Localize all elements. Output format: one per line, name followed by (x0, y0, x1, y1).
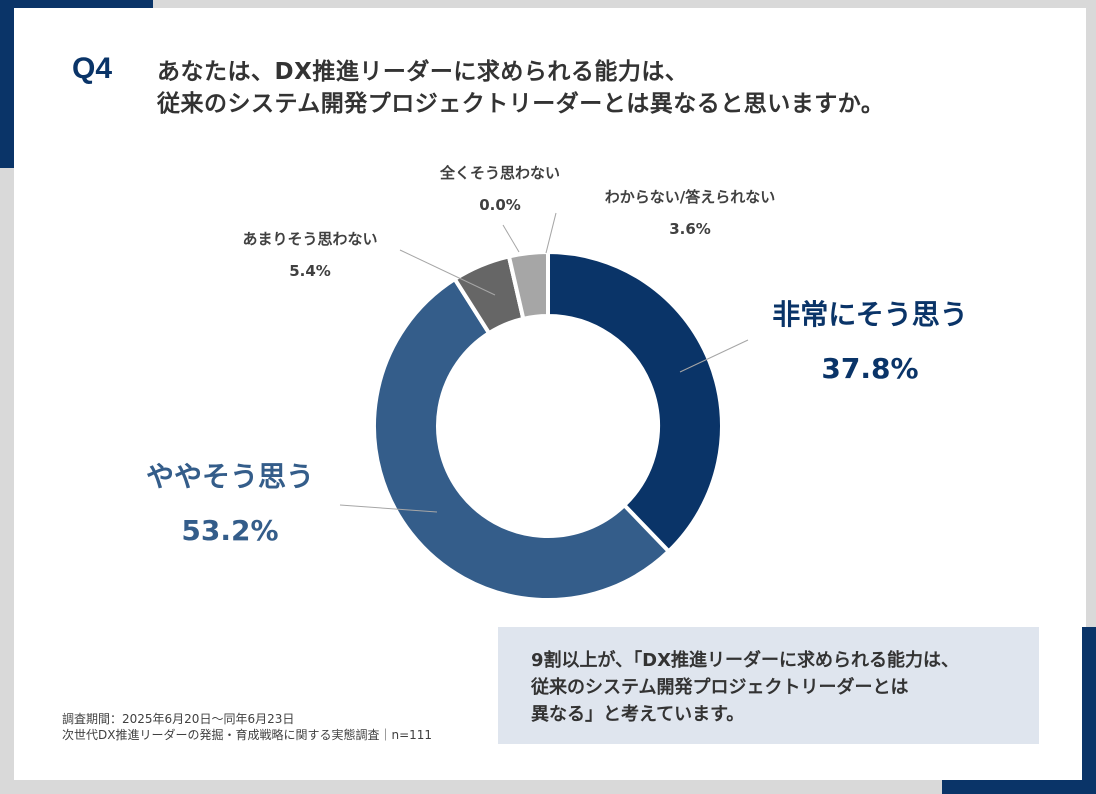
title-line-1: あなたは、DX推進リーダーに求められる能力は、 (157, 59, 689, 85)
summary-box: 9割以上が、「DX推進リーダーに求められる能力は、 従来のシステム開発プロジェク… (498, 627, 1039, 744)
corner-accent-bottom (942, 780, 1096, 794)
corner-accent-top (0, 0, 153, 8)
footnote: 調査期間：2025年6月20日～同年6月23日 次世代DX推進リーダーの発掘・育… (62, 711, 432, 743)
slice-label: 非常にそう思う (772, 298, 968, 331)
slice-label: あまりそう思わない (242, 230, 378, 248)
summary-line-2: 従来のシステム開発プロジェクトリーダーとは (531, 677, 909, 698)
corner-accent-right (1082, 627, 1096, 794)
slice-label: ややそう思う (145, 460, 314, 493)
survey-period: 調査期間：2025年6月20日～同年6月23日 (62, 712, 295, 726)
label-very: 非常にそう思う 37.8% (745, 295, 995, 389)
label-not-much: あまりそう思わない 5.4% (200, 228, 420, 282)
slice-1 (372, 276, 672, 602)
corner-accent-left (0, 0, 14, 168)
slice-4 (506, 249, 550, 322)
slice-value: 37.8% (821, 352, 919, 385)
survey-name: 次世代DX推進リーダーの発掘・育成戦略に関する実態調査｜n=111 (62, 728, 433, 742)
label-somewhat: ややそう思う 53.2% (105, 457, 355, 551)
summary-line-3: 異なる」と考えています。 (531, 704, 745, 725)
leader-line-not-much (399, 249, 496, 296)
leader-line-very (679, 339, 749, 373)
slice-label: わからない/答えられない (604, 188, 776, 206)
leader-line-unknown (545, 212, 557, 254)
leader-line-somewhat (339, 504, 438, 513)
title-line-2: 従来のシステム開発プロジェクトリーダーとは異なると思いますか。 (157, 91, 885, 117)
slice-value: 0.0% (479, 196, 521, 214)
question-title: あなたは、DX推進リーダーに求められる能力は、 従来のシステム開発プロジェクトリ… (157, 56, 884, 120)
slice-value: 5.4% (289, 262, 331, 280)
question-number: Q4 (72, 52, 113, 85)
summary-line-1: 9割以上が、「DX推進リーダーに求められる能力は、 (531, 650, 959, 671)
slice-value: 3.6% (669, 220, 711, 238)
leader-line-not-at-all (502, 224, 520, 253)
slice-label: 全くそう思わない (439, 164, 560, 182)
label-not-at-all: 全くそう思わない 0.0% (400, 162, 600, 216)
label-unknown: わからない/答えられない 3.6% (570, 186, 810, 240)
slice-value: 53.2% (181, 514, 279, 547)
slice-0 (546, 249, 724, 555)
